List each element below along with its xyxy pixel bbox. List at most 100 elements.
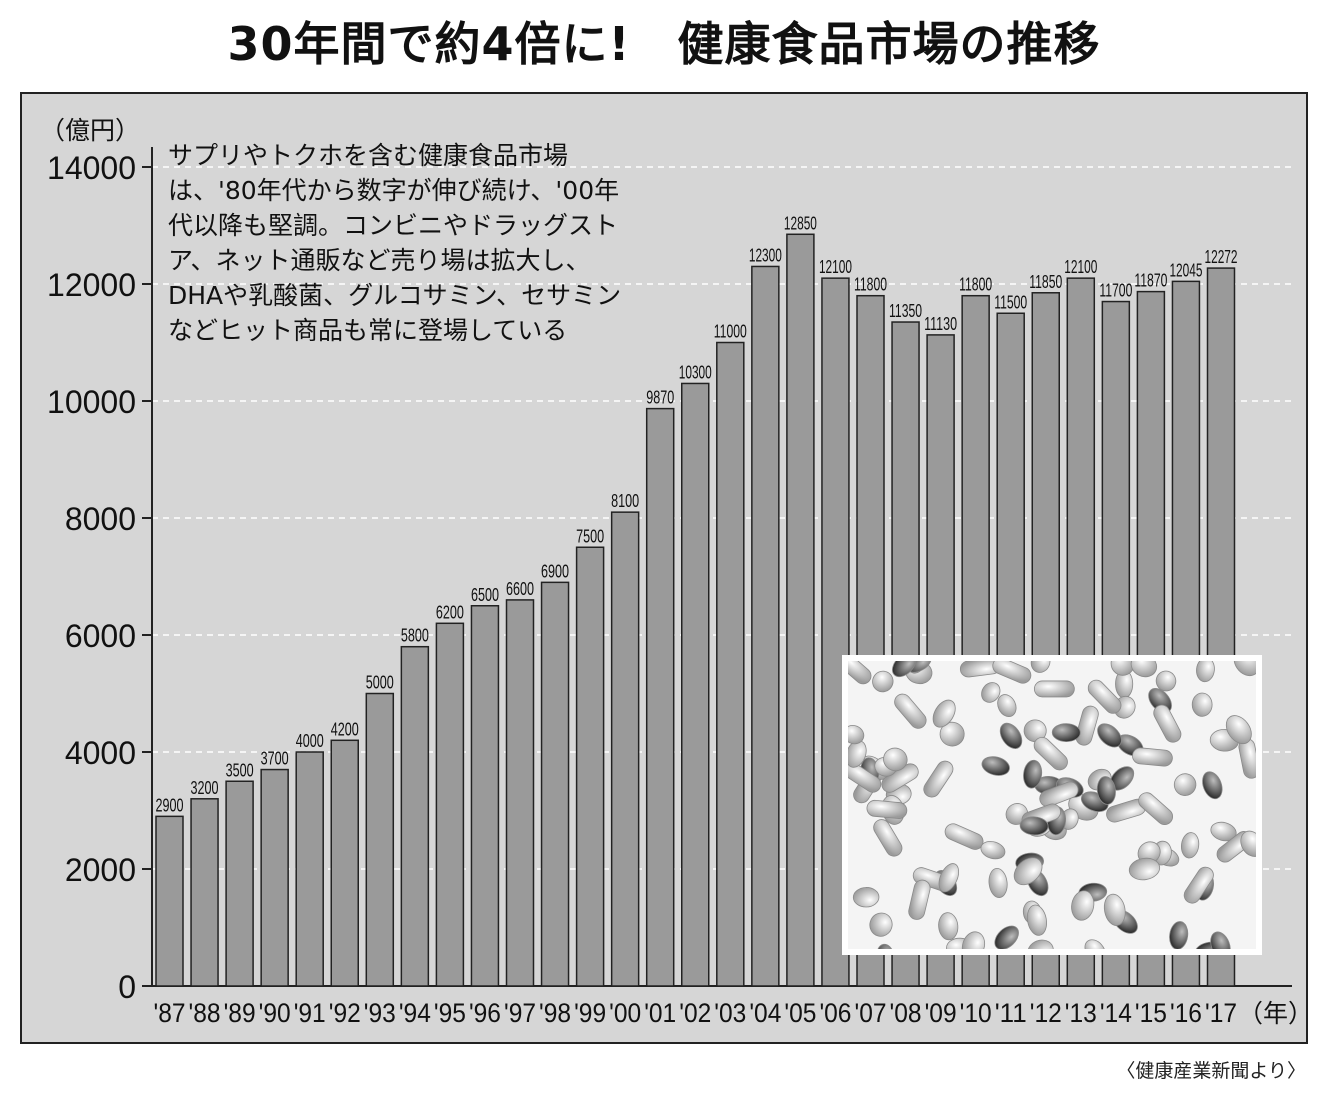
x-tick-label: '14 (1100, 998, 1132, 1028)
x-tick-label: '12 (1030, 998, 1062, 1028)
x-tick-label: '10 (960, 998, 992, 1028)
pill-shape (988, 867, 1008, 899)
data-label: 5800 (401, 626, 429, 646)
pill-shape (997, 694, 1017, 718)
pill-shape (1169, 921, 1189, 949)
bar (505, 599, 535, 987)
x-tick-label: '11 (995, 998, 1027, 1028)
bar (435, 622, 465, 987)
x-tick-label: '15 (1135, 998, 1167, 1028)
y-tick-label: 14000 (47, 150, 136, 186)
pill-shape (1183, 866, 1214, 904)
x-tick-label: '07 (855, 998, 887, 1028)
bar (295, 751, 324, 987)
bar (365, 692, 395, 987)
bar (716, 341, 745, 987)
pill-shape (866, 799, 908, 819)
x-tick-label: '04 (749, 998, 781, 1028)
bar (540, 581, 570, 987)
pill-shape (1030, 661, 1051, 673)
pill-shape (1013, 857, 1043, 886)
x-tick-label: '08 (890, 998, 922, 1028)
data-label: 9870 (646, 388, 674, 408)
pill-shape (1233, 661, 1256, 677)
y-tick-label: 8000 (65, 501, 136, 537)
pill-shape (1051, 723, 1081, 742)
data-label: 11800 (854, 275, 887, 295)
bar (225, 780, 254, 987)
x-tick-label: '13 (1065, 998, 1097, 1028)
data-label: 3500 (226, 760, 254, 780)
bar (400, 645, 430, 987)
pill-shape (848, 661, 872, 685)
y-axis-label: （億円） (40, 116, 140, 145)
annotation-text: サプリやトクホを含む健康食品市場は、'80年代から数字が伸び続け、'00年代以降… (168, 141, 622, 345)
data-label: 12300 (749, 245, 782, 265)
pill-shape (1155, 670, 1177, 692)
pill-shape (1033, 736, 1068, 771)
data-label: 8100 (611, 491, 639, 511)
x-tick-label: '93 (364, 998, 396, 1028)
y-tick-label: 0 (118, 969, 136, 1005)
x-tick-label: '02 (679, 998, 711, 1028)
pill-shape (873, 819, 903, 857)
data-label: 7500 (576, 526, 604, 546)
pill-shape (1180, 832, 1200, 859)
pill-shape (1096, 776, 1116, 805)
pill-shape (892, 661, 917, 678)
x-tick-label: '00 (609, 998, 641, 1028)
pill-shape (1196, 661, 1215, 683)
data-label: 12272 (1205, 247, 1238, 267)
pill-shape (1202, 771, 1223, 800)
pill-shape (1027, 939, 1054, 949)
data-label: 6500 (471, 585, 499, 605)
pill-shape (1153, 704, 1182, 743)
data-label: 11850 (1029, 272, 1062, 292)
source-note: 〈健康産業新聞より〉 (1116, 1060, 1306, 1082)
pill-shape (848, 724, 865, 745)
pill-shape (994, 925, 1019, 949)
data-label: 6900 (541, 561, 569, 581)
y-tick-label: 12000 (47, 267, 136, 303)
x-tick-label: '94 (399, 998, 431, 1028)
bar (470, 605, 500, 987)
data-label: 12100 (819, 257, 852, 277)
pill-shape (923, 760, 954, 798)
data-label: 11130 (924, 314, 957, 334)
pill-shape (1084, 939, 1106, 949)
y-tick-label: 10000 (47, 384, 136, 420)
x-tick-label: '92 (329, 998, 361, 1028)
pill-shape (1097, 723, 1122, 748)
pill-shape (852, 887, 880, 908)
x-tick-label: '05 (784, 998, 816, 1028)
pill-shape (1039, 781, 1079, 807)
pill-shape (1075, 705, 1099, 746)
x-tick-label: '09 (925, 998, 957, 1028)
chart-title: 30年間で約4倍に! 健康食品市場の推移 (227, 17, 1101, 71)
x-tick-label: '16 (1170, 998, 1202, 1028)
pill-shape (1103, 893, 1126, 926)
data-label: 6200 (436, 602, 464, 622)
x-tick-label: '17 (1205, 998, 1237, 1028)
data-label: 4000 (296, 731, 324, 751)
pill-shape (938, 863, 960, 893)
data-label: 11000 (714, 322, 747, 342)
bar (786, 233, 815, 987)
data-label: 12100 (1064, 257, 1097, 277)
pill-shape (848, 762, 882, 793)
bar (645, 407, 675, 987)
pill-shape (894, 693, 927, 729)
x-tick-label: '97 (504, 998, 536, 1028)
pill-shape (1173, 773, 1197, 796)
pill-shape (1225, 715, 1252, 745)
pill-shape (1023, 759, 1043, 789)
pill-shape (1071, 890, 1095, 921)
pill-shape (961, 931, 986, 949)
x-tick-label: '01 (644, 998, 676, 1028)
pill-shape (980, 840, 1006, 860)
pill-shape (981, 682, 1001, 703)
pill-shape (908, 879, 931, 920)
bar (610, 511, 640, 987)
pill-shape (1210, 821, 1237, 842)
data-label: 12850 (784, 213, 817, 233)
